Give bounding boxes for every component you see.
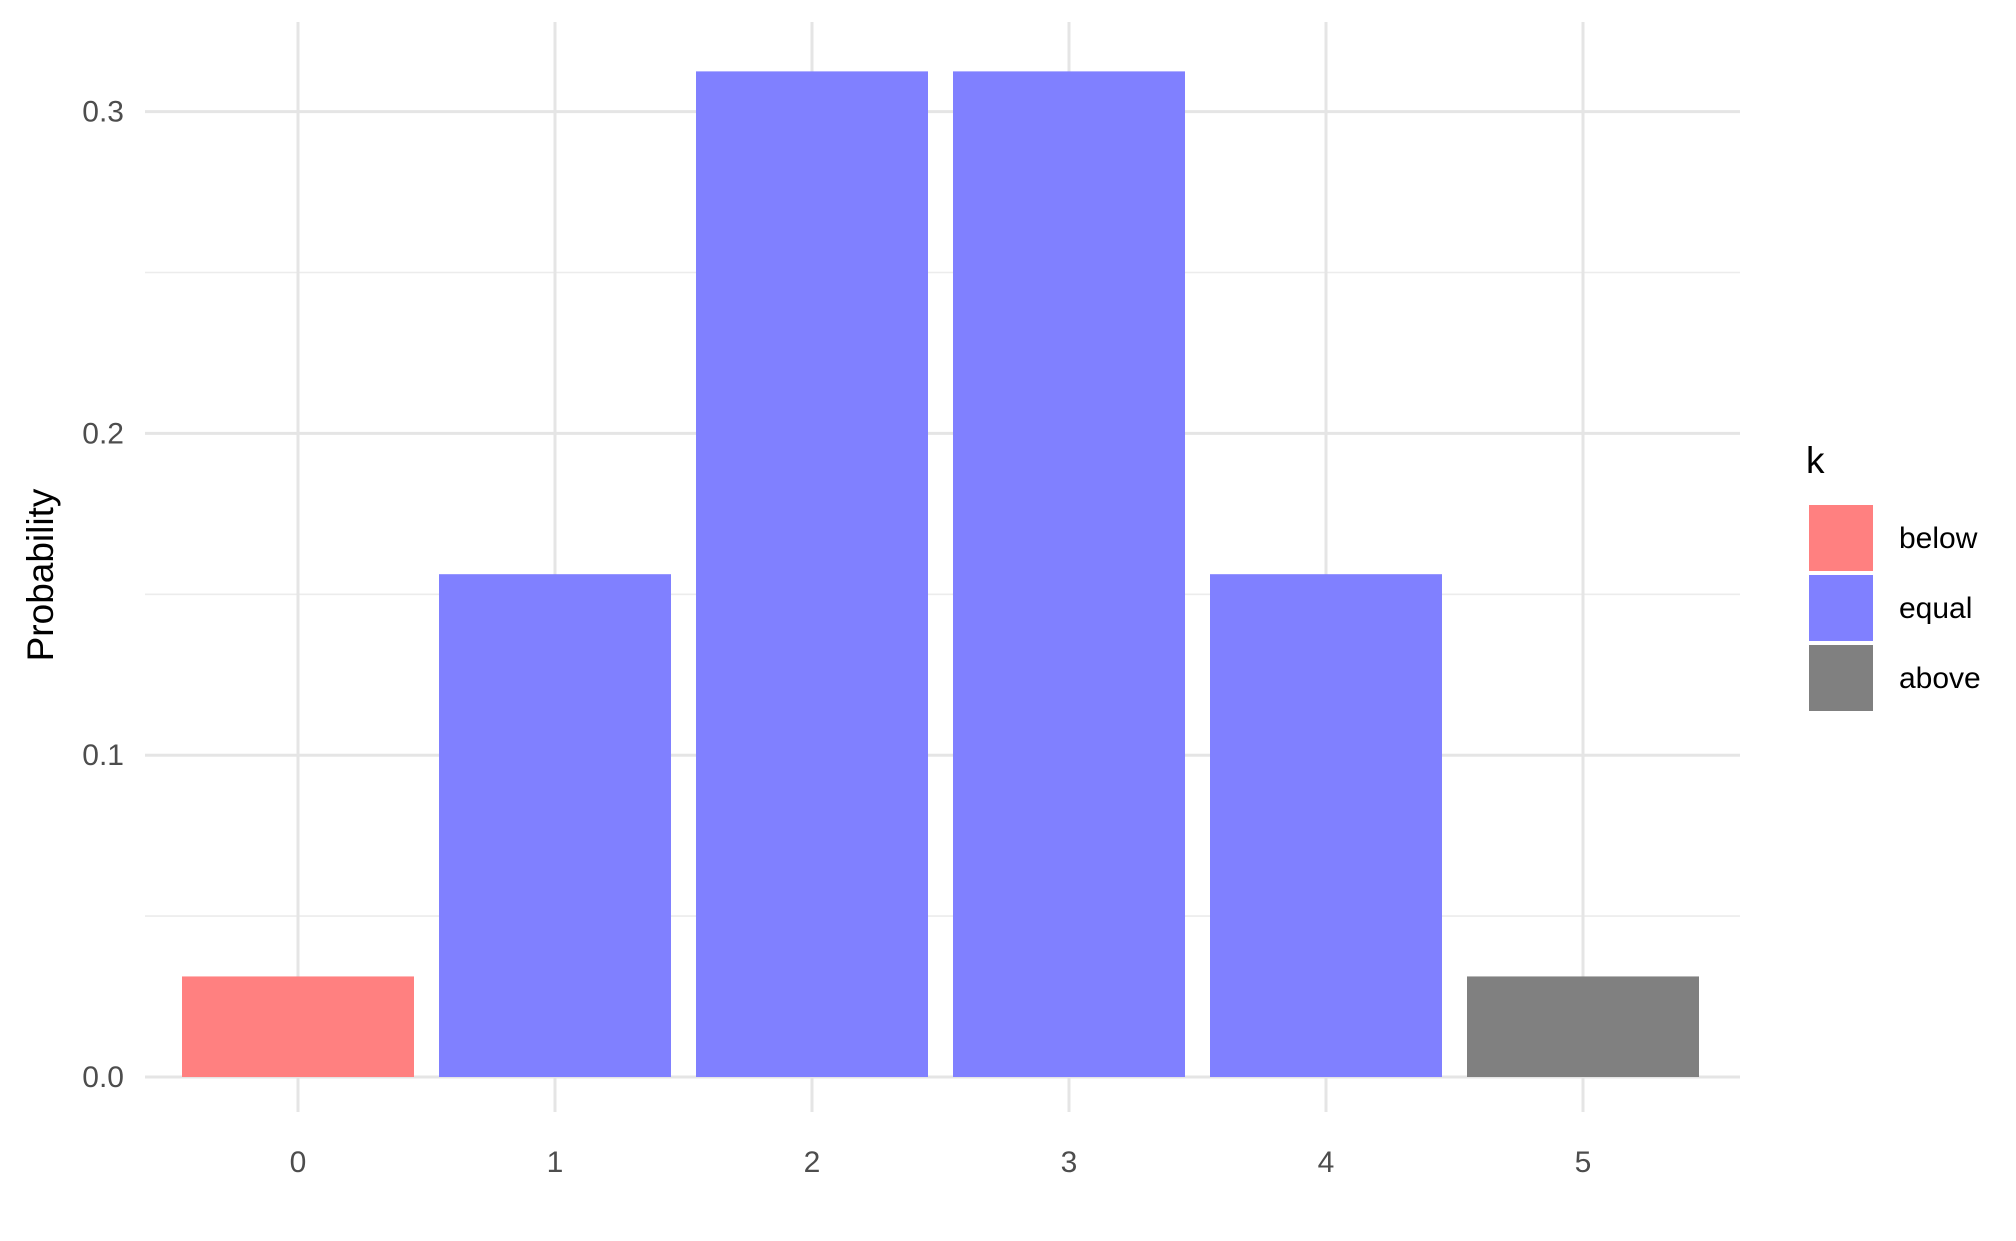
- legend-key-below: [1809, 505, 1873, 571]
- bar-5: [1467, 976, 1699, 1077]
- y-tick-label: 0.2: [82, 417, 124, 450]
- y-axis-title: Probability: [20, 488, 61, 661]
- legend-key-above: [1809, 645, 1873, 711]
- grid-lines: [145, 22, 1740, 1112]
- bar-3: [953, 71, 1185, 1077]
- y-tick-label: 0.3: [82, 96, 124, 129]
- x-tick-label: 1: [547, 1146, 564, 1179]
- bar-4: [1210, 574, 1442, 1077]
- bars: [182, 71, 1699, 1077]
- y-tick-label: 0.0: [82, 1061, 124, 1094]
- legend-key-equal: [1809, 575, 1873, 641]
- legend-label-above: above: [1899, 662, 1981, 695]
- x-tick-label: 5: [1575, 1146, 1592, 1179]
- bar-0: [182, 976, 414, 1077]
- legend-label-below: below: [1899, 522, 1978, 555]
- x-axis-ticks: 0 1 2 3 4 5: [290, 1146, 1592, 1179]
- y-axis-ticks: 0.0 0.1 0.2 0.3: [82, 96, 124, 1094]
- bar-1: [439, 574, 671, 1077]
- x-tick-label: 2: [804, 1146, 821, 1179]
- x-tick-label: 3: [1061, 1146, 1078, 1179]
- x-tick-label: 4: [1318, 1146, 1335, 1179]
- legend: k below equal above: [1806, 440, 1981, 711]
- legend-title: k: [1806, 440, 1825, 481]
- y-tick-label: 0.1: [82, 739, 124, 772]
- bar-2: [696, 71, 928, 1077]
- legend-label-equal: equal: [1899, 592, 1972, 625]
- x-tick-label: 0: [290, 1146, 307, 1179]
